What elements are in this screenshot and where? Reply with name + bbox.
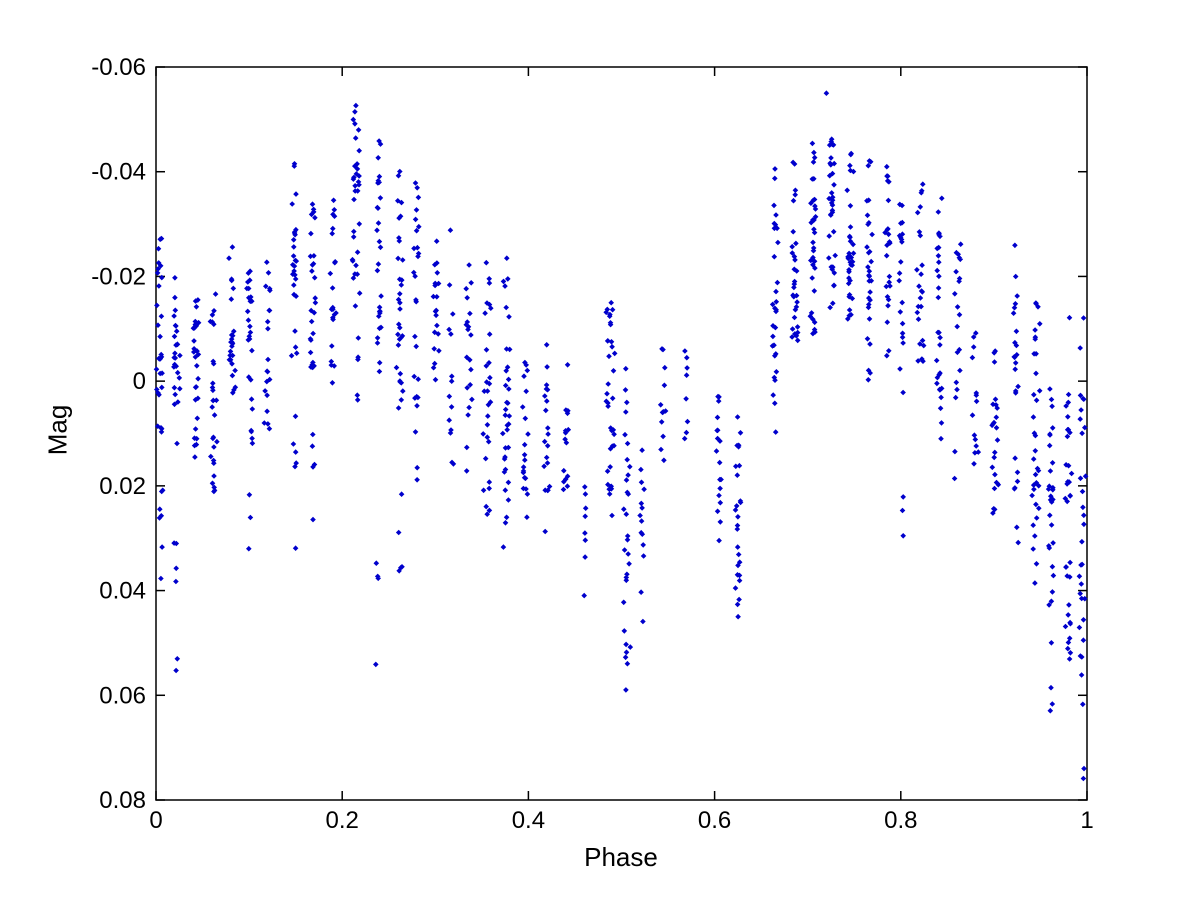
y-tick-label: 0: [133, 368, 146, 395]
y-tick-label: -0.04: [91, 159, 146, 186]
y-tick-label: -0.02: [91, 263, 146, 290]
y-tick-label: 0.02: [99, 473, 146, 500]
axis-ticks: [155, 66, 1088, 801]
y-axis-title: Mag: [42, 404, 73, 456]
axis-tick-labels: 0 0.2 0.4 0.6 0.8 1 -0.06 -0.04 -0.02 0 0.02 0.04 0.…: [91, 54, 1093, 834]
plot-frame: [155, 66, 1088, 801]
data-points: [153, 90, 1089, 782]
y-tick-label: 0.08: [99, 787, 146, 814]
x-tick-label: 1: [1080, 807, 1093, 834]
y-tick-label: -0.06: [91, 54, 146, 81]
x-tick-label: 0.2: [326, 807, 359, 834]
y-tick-label: 0.06: [99, 682, 146, 709]
x-tick-label: 0.6: [698, 807, 731, 834]
y-tick-label: 0.04: [99, 578, 146, 605]
x-tick-label: 0.8: [884, 807, 917, 834]
x-axis-title: Phase: [584, 842, 658, 872]
x-tick-label: 0.4: [512, 807, 545, 834]
x-tick-label: 0: [149, 807, 162, 834]
